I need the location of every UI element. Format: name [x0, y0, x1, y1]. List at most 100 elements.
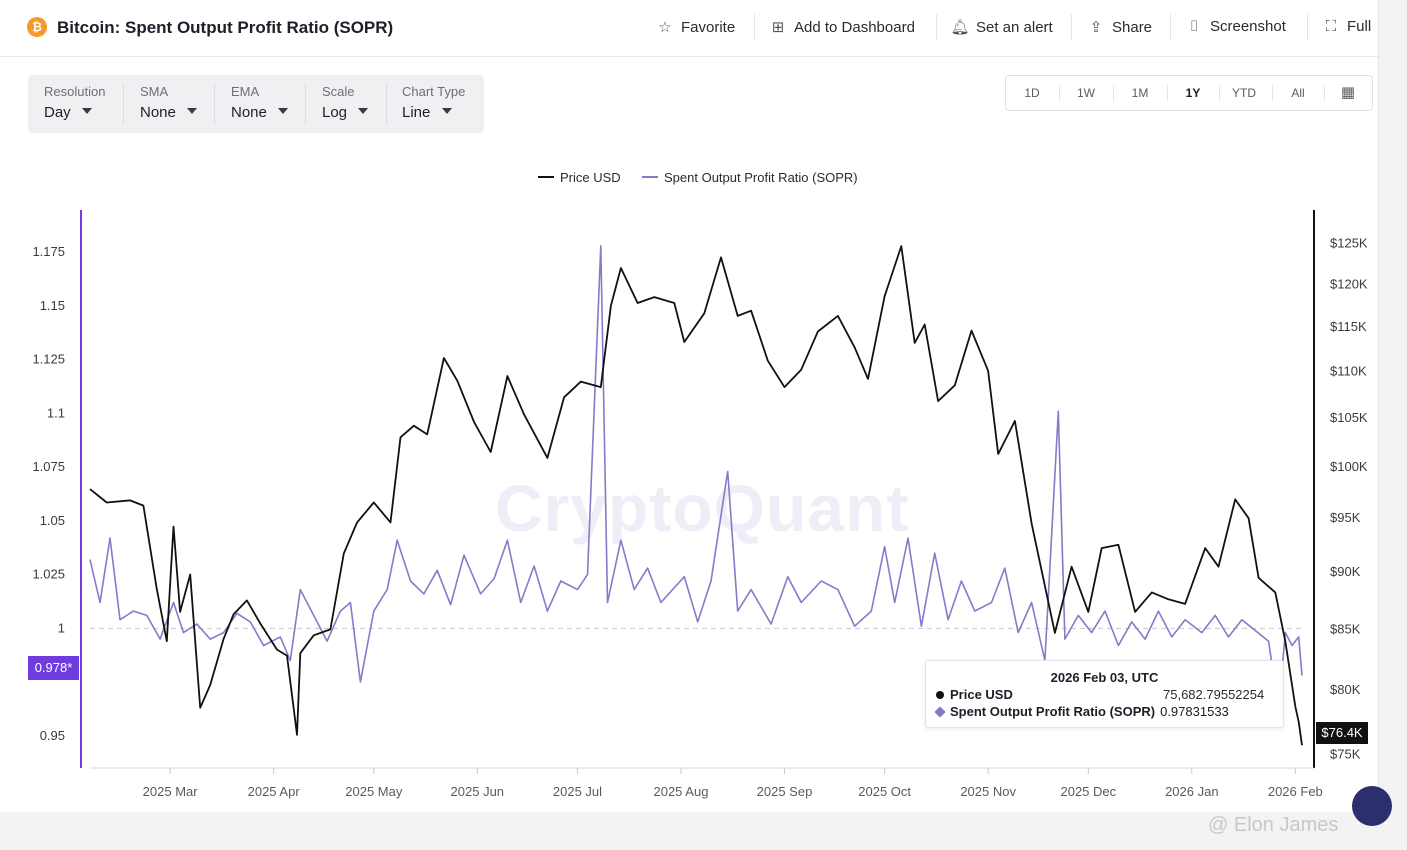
chart-plot[interactable]: 1.175 1.15 1.125 1.1 1.075 1.05 1.025 1 0.95 $125…	[0, 200, 1378, 812]
x-tick-label: 2025 Jun	[451, 784, 505, 799]
x-tick-label: 2025 Dec	[1060, 784, 1116, 799]
chart-type-select[interactable]: Chart Type Line	[402, 84, 466, 121]
chevron-down-icon	[82, 108, 92, 114]
tooltip-date: 2026 Feb 03, UTC	[1050, 670, 1159, 685]
y-right-tick-label: $75K	[1330, 747, 1361, 762]
chevron-down-icon	[442, 108, 452, 114]
y-right-tick-label: $120K	[1330, 277, 1368, 292]
chevron-down-icon	[278, 108, 288, 114]
y-right-tick-label: $125K	[1330, 236, 1368, 251]
range-divider	[1113, 85, 1114, 101]
y-right-tick-label: $80K	[1330, 682, 1361, 697]
fullscreen-icon: ⛶	[1325, 18, 1337, 35]
x-tick-label: 2025 Sep	[757, 784, 813, 799]
credit-watermark: @ Elon James	[1208, 814, 1339, 836]
y-right-tick-label: $110K	[1330, 364, 1367, 379]
dot-icon	[936, 691, 944, 699]
price-current-value-tag: $76.4K	[1316, 722, 1368, 744]
y-left-tick-label: 0.95	[40, 728, 65, 743]
tooltip-row-sopr: Spent Output Profit Ratio (SOPR) 0.978315…	[934, 704, 1229, 719]
toolbar-divider	[1307, 14, 1308, 40]
range-1m-button[interactable]: 1M	[1131, 86, 1149, 100]
range-divider	[1059, 85, 1060, 101]
x-tick-label: 2025 May	[345, 784, 403, 799]
y-right-tick-label: $115K	[1330, 319, 1367, 334]
chart-legend: Price USD Spent Output Profit Ratio (SOP…	[0, 168, 1378, 188]
chevron-down-icon	[187, 108, 197, 114]
tooltip-price-value: 75,682.79552254	[1163, 687, 1265, 702]
y-left-tick-label: 1.175	[32, 244, 65, 259]
bitcoin-icon: ₿	[27, 17, 47, 37]
sma-select[interactable]: SMA None	[124, 75, 214, 133]
x-tick-label: 2025 Jul	[553, 784, 602, 799]
favorite-button[interactable]: ☆ Favorite	[655, 18, 735, 36]
range-all-button[interactable]: All	[1291, 86, 1305, 100]
chart-controls: Resolution Day SMA None EMA None Scale L…	[28, 75, 484, 133]
x-tick-label: 2025 Aug	[653, 784, 708, 799]
y-right-tick-label: $100K	[1330, 459, 1368, 474]
diamond-icon	[934, 706, 946, 718]
sopr-series-line	[89, 244, 1303, 711]
toolbar-divider	[754, 14, 755, 40]
legend-sopr[interactable]: Spent Output Profit Ratio (SOPR)	[642, 170, 858, 185]
top-toolbar: ₿ Bitcoin: Spent Output Profit Ratio (SO…	[0, 0, 1378, 57]
range-1d-button[interactable]: 1D	[1024, 86, 1040, 100]
chat-bubble-icon[interactable]	[1352, 786, 1392, 826]
x-tick-label: 2025 Mar	[143, 784, 199, 799]
bell-icon: 🔔︎	[950, 19, 970, 36]
x-tick-label: 2026 Feb	[1268, 784, 1323, 799]
set-alert-button[interactable]: 🔔︎ Set an alert	[950, 19, 1053, 36]
legend-line-icon	[538, 175, 554, 178]
y-left-tick-label: 1.15	[40, 298, 65, 313]
range-divider	[1167, 85, 1168, 101]
y-left-tick-label: 1.1	[47, 405, 65, 420]
toolbar-divider	[936, 14, 937, 40]
chart-tooltip: 2026 Feb 03, UTC Price USD 75,682.795522…	[925, 660, 1284, 728]
share-button[interactable]: ⇪ Share	[1086, 18, 1152, 36]
y-left-tick-label: 1	[58, 620, 65, 635]
toolbar-divider	[1170, 14, 1171, 40]
screenshot-button[interactable]: ⌷ Screenshot	[1184, 18, 1285, 35]
add-to-dashboard-button[interactable]: ⊞ Add to Dashboard	[768, 18, 915, 36]
ema-select[interactable]: EMA None	[215, 75, 305, 133]
toolbar-divider	[1071, 14, 1072, 40]
range-1y-button[interactable]: 1Y	[1185, 86, 1201, 100]
legend-price[interactable]: Price USD	[538, 170, 621, 185]
calendar-icon[interactable]: ▦	[1340, 84, 1356, 101]
y-right-tick-label: $95K	[1330, 510, 1361, 525]
range-divider	[1324, 85, 1325, 101]
scale-select[interactable]: Scale Log	[306, 75, 386, 133]
add-dashboard-icon: ⊞	[771, 19, 785, 36]
range-1w-button[interactable]: 1W	[1077, 86, 1095, 100]
x-tick-label: 2025 Apr	[248, 784, 301, 799]
x-tick-label: 2026 Jan	[1165, 784, 1219, 799]
y-left-tick-label: 1.075	[32, 459, 65, 474]
control-divider	[386, 83, 387, 125]
control-divider	[123, 83, 124, 125]
x-tick-label: 2025 Nov	[960, 784, 1016, 799]
chevron-down-icon	[358, 108, 368, 114]
share-icon: ⇪	[1089, 19, 1103, 36]
tooltip-sopr-value: 0.97831533	[1160, 704, 1229, 719]
y-left-tick-label: 1.125	[32, 352, 65, 367]
star-icon: ☆	[658, 19, 672, 36]
y-right-tick-label: $90K	[1330, 564, 1361, 579]
y-left-tick-label: 1.05	[40, 513, 65, 528]
resolution-select[interactable]: Resolution Day	[44, 84, 106, 121]
sopr-current-value-tag: 0.978*	[28, 656, 79, 680]
y-right-tick-label: $85K	[1330, 621, 1361, 636]
range-ytd-button[interactable]: YTD	[1232, 86, 1256, 100]
range-selector: 1D 1W 1M 1Y YTD All ▦	[1005, 75, 1373, 111]
control-divider	[214, 83, 215, 125]
y-left-tick-label: 1.025	[32, 567, 65, 582]
legend-line-icon	[642, 175, 658, 178]
range-divider	[1272, 85, 1273, 101]
x-tick-label: 2025 Oct	[858, 784, 911, 799]
y-right-tick-label: $105K	[1330, 410, 1368, 425]
chart-card: ₿ Bitcoin: Spent Output Profit Ratio (SO…	[0, 0, 1379, 812]
tooltip-row-price: Price USD	[936, 687, 1013, 702]
page-title: Bitcoin: Spent Output Profit Ratio (SOPR…	[57, 18, 394, 37]
price-series-line	[89, 245, 1303, 746]
watermark: CryptoQuant	[495, 471, 910, 545]
fullscreen-button[interactable]: ⛶ Full	[1321, 18, 1371, 35]
